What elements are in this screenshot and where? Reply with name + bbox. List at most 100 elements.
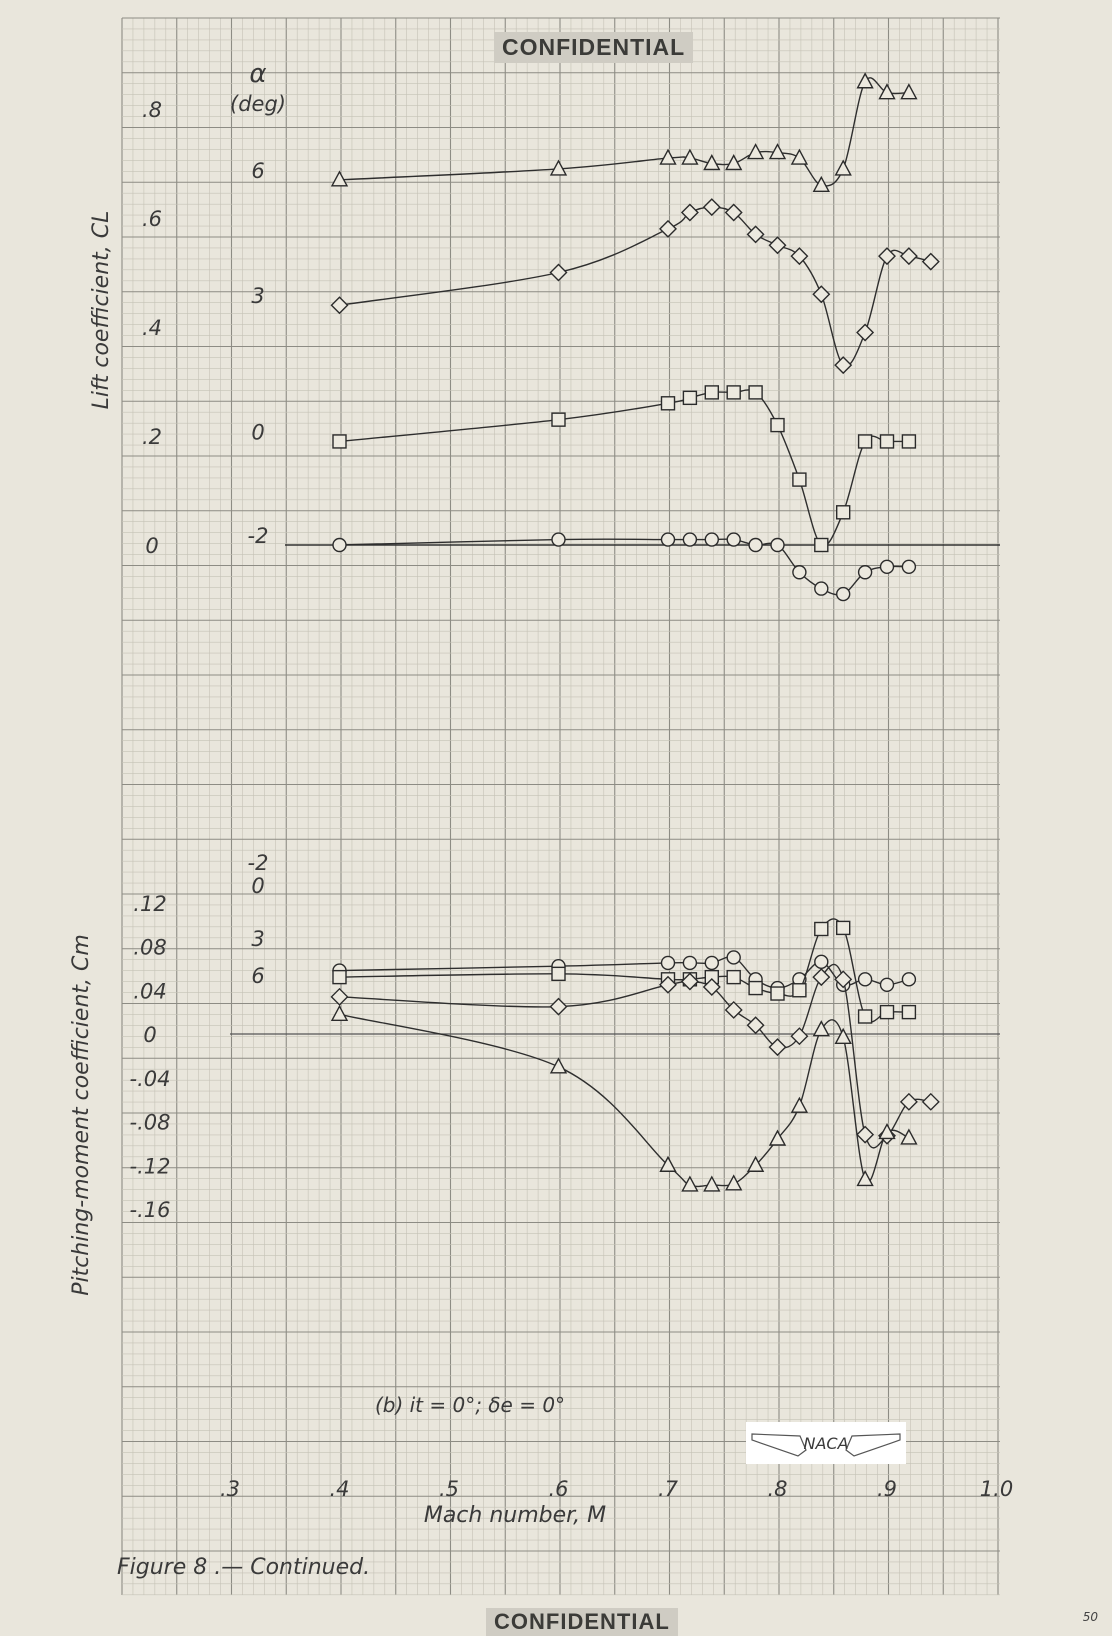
data-point-circle <box>660 532 676 547</box>
x-tick-label: .9 <box>877 1477 897 1501</box>
data-point-triangle <box>900 1128 918 1145</box>
data-point-square <box>726 969 741 985</box>
data-point-triangle <box>790 148 809 165</box>
data-point-square <box>748 385 763 400</box>
data-point-circle <box>879 977 895 992</box>
x-tick-label: .5 <box>439 1477 459 1501</box>
data-point-diamond <box>330 987 349 1006</box>
data-point-square <box>748 980 763 996</box>
data-point-diamond <box>790 247 809 266</box>
moment-ytick-label: -.04 <box>130 1067 171 1091</box>
data-point-diamond <box>330 296 349 315</box>
page-number: 50 <box>1082 1610 1098 1624</box>
series-line-3 <box>339 963 931 1149</box>
data-point-diamond <box>790 1027 809 1046</box>
moment-ytick-label: .08 <box>133 936 166 960</box>
series-line-3 <box>339 206 931 368</box>
x-tick-label: .8 <box>767 1477 787 1501</box>
series-line-6 <box>339 77 909 187</box>
data-point-square <box>901 1004 917 1020</box>
lift-ylabel: Lift coefficient, CL <box>89 211 114 410</box>
lift-series-label--2: -2 <box>248 524 269 548</box>
data-point-diamond <box>899 247 918 266</box>
naca-logo: NACA <box>746 1422 906 1464</box>
axes: 0 .2 .4 .6 .8 -.16 -.12 -.08 -.04 0 .04 .08 .12 .3 .4.… <box>130 98 1014 1501</box>
data-point-triangle <box>900 83 918 100</box>
data-point-square <box>770 986 785 1001</box>
moment-ytick-label: .12 <box>133 892 166 916</box>
data-point-diamond <box>680 972 699 991</box>
data-point-triangle <box>790 1096 809 1113</box>
data-point-diamond <box>899 1092 918 1111</box>
x-tick-label: .6 <box>548 1477 568 1501</box>
condition-annotation: (b) it = 0°; δe = 0° <box>375 1393 565 1417</box>
data-point-square <box>551 966 566 982</box>
lift-series-label-0: 0 <box>251 420 264 444</box>
moment-series-label-3: 3 <box>251 927 264 951</box>
data-point-triangle <box>681 1175 699 1192</box>
data-point-triangle <box>878 1122 896 1140</box>
data-point-triangle <box>659 1155 677 1172</box>
data-point-diamond <box>724 203 743 222</box>
data-point-square <box>770 417 785 433</box>
moment-ytick-label: -.08 <box>130 1111 171 1135</box>
figure-caption: Figure 8 .— Continued. <box>117 1555 370 1580</box>
x-tick-label: .4 <box>329 1477 349 1501</box>
data-point-square <box>551 412 566 427</box>
data-point-triangle <box>703 1175 721 1192</box>
lift-ytick-label: .8 <box>142 98 162 122</box>
data-point-triangle <box>856 1169 874 1187</box>
lift-ytick-label: .2 <box>142 425 162 449</box>
data-point-square <box>792 983 807 998</box>
moment-panel <box>330 918 940 1192</box>
data-point-square <box>792 472 807 487</box>
data-point-triangle <box>834 1027 852 1044</box>
data-point-square <box>814 537 829 553</box>
data-point-triangle <box>812 175 830 193</box>
data-point-triangle <box>834 159 852 176</box>
data-point-square <box>332 434 347 449</box>
data-point-diamond <box>834 356 853 375</box>
data-point-diamond <box>834 970 853 989</box>
data-point-diamond <box>659 975 677 994</box>
data-point-square <box>660 396 676 411</box>
data-point-diamond <box>680 203 699 222</box>
data-point-circle <box>726 532 741 547</box>
data-point-square <box>879 1004 895 1020</box>
data-point-diamond <box>549 263 568 282</box>
lift-ytick-label: .4 <box>142 316 162 340</box>
data-point-diamond <box>921 1092 940 1111</box>
data-point-triangle <box>703 154 721 171</box>
data-point-circle <box>836 586 851 602</box>
data-point-diamond <box>856 1125 875 1144</box>
data-point-square <box>901 434 917 449</box>
data-point-diamond <box>812 285 831 304</box>
data-point-triangle <box>681 148 699 165</box>
data-point-diamond <box>724 1000 743 1019</box>
legend-title-deg: (deg) <box>230 92 286 116</box>
data-point-diamond <box>659 219 677 238</box>
data-point-circle <box>748 537 763 553</box>
data-point-circle <box>857 972 873 987</box>
data-point-circle <box>901 972 917 987</box>
data-point-triangle <box>746 143 765 160</box>
naca-logo-text: NACA <box>803 1434 848 1453</box>
series-line-6 <box>339 1013 910 1188</box>
data-point-triangle <box>768 143 787 160</box>
moment-ytick-label: .04 <box>133 979 166 1003</box>
x-tick-label: .3 <box>220 1477 240 1501</box>
data-point-circle <box>551 532 566 547</box>
data-point-diamond <box>549 997 568 1016</box>
data-point-triangle <box>768 1129 787 1146</box>
data-point-square <box>857 1009 873 1024</box>
legend-title-alpha: α <box>249 59 266 89</box>
data-point-triangle <box>878 83 896 100</box>
data-point-square <box>836 505 851 520</box>
data-point-circle <box>660 955 676 971</box>
confidential-stamp-top: CONFIDENTIAL <box>494 32 694 63</box>
data-point-triangle <box>330 1004 349 1022</box>
data-point-diamond <box>921 252 940 271</box>
data-point-square <box>332 969 347 985</box>
data-point-circle <box>814 954 829 970</box>
